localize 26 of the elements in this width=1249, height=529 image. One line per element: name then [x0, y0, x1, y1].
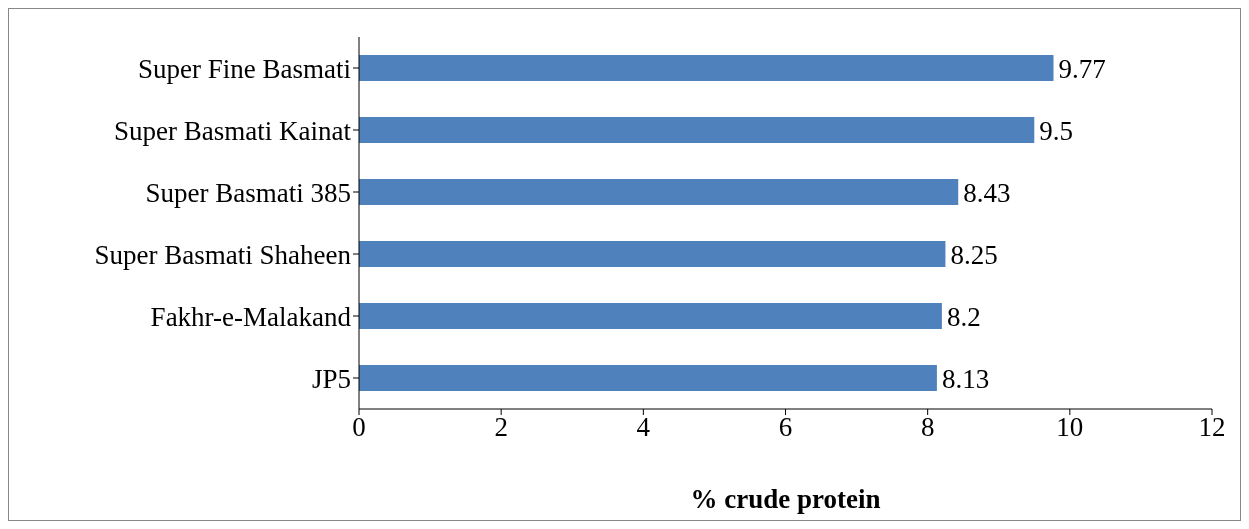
- y-tick-label: Super Basmati Kainat: [114, 115, 352, 146]
- y-tick-label: Fakhr-e-Malakand: [150, 301, 352, 332]
- x-tick-label: 0: [352, 412, 366, 443]
- bar: [359, 117, 1035, 143]
- data-label: 8.2: [946, 301, 981, 332]
- x-tick-label: 8: [920, 412, 935, 443]
- y-tick-label: JP5: [311, 363, 351, 394]
- x-axis-title: % crude protein: [690, 484, 881, 514]
- bar: [359, 241, 946, 267]
- y-tick-label: Super Fine Basmati: [138, 53, 351, 84]
- x-tick-label: 12: [1198, 412, 1226, 443]
- bar: [359, 179, 959, 205]
- bar: [359, 303, 942, 329]
- x-tick-label: 4: [636, 412, 651, 443]
- x-tick-label: 6: [778, 412, 793, 443]
- x-tick-label: 2: [494, 412, 508, 443]
- x-tick-label: 10: [1056, 412, 1084, 443]
- data-label: 9.5: [1039, 115, 1074, 146]
- data-label: 8.13: [941, 363, 990, 394]
- data-label: 9.77: [1058, 53, 1106, 84]
- bar: [359, 55, 1054, 81]
- data-label: 8.43: [963, 177, 1011, 208]
- y-tick-label: Super Basmati 385: [145, 177, 351, 208]
- bar: [359, 365, 937, 391]
- y-tick-label: Super Basmati Shaheen: [94, 239, 352, 270]
- data-label: 8.25: [950, 239, 998, 270]
